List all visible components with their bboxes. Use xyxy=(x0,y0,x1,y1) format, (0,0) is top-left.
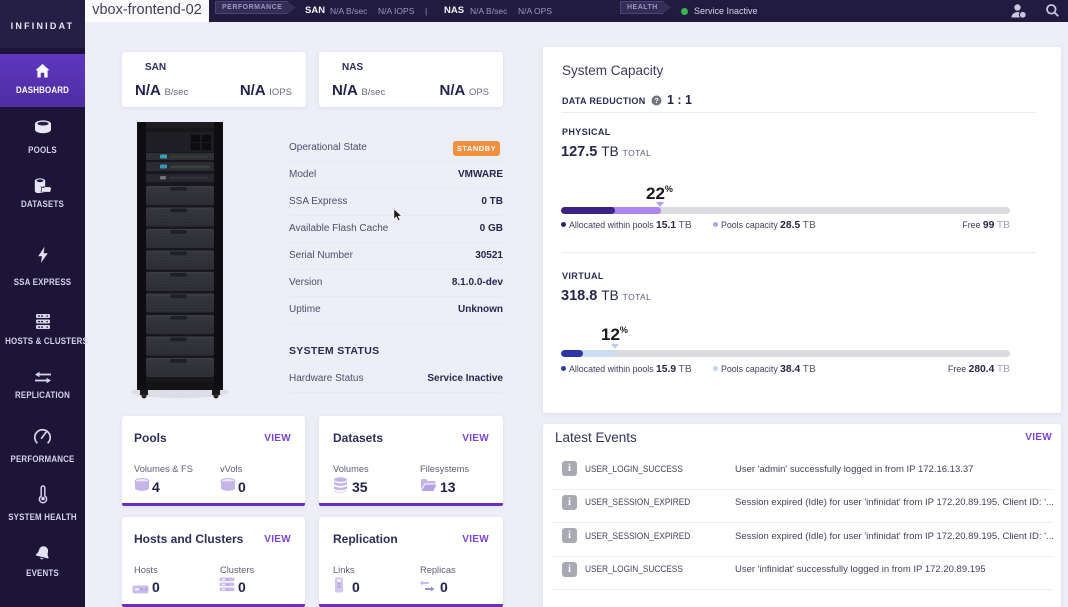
svg-text:?: ? xyxy=(654,96,659,105)
